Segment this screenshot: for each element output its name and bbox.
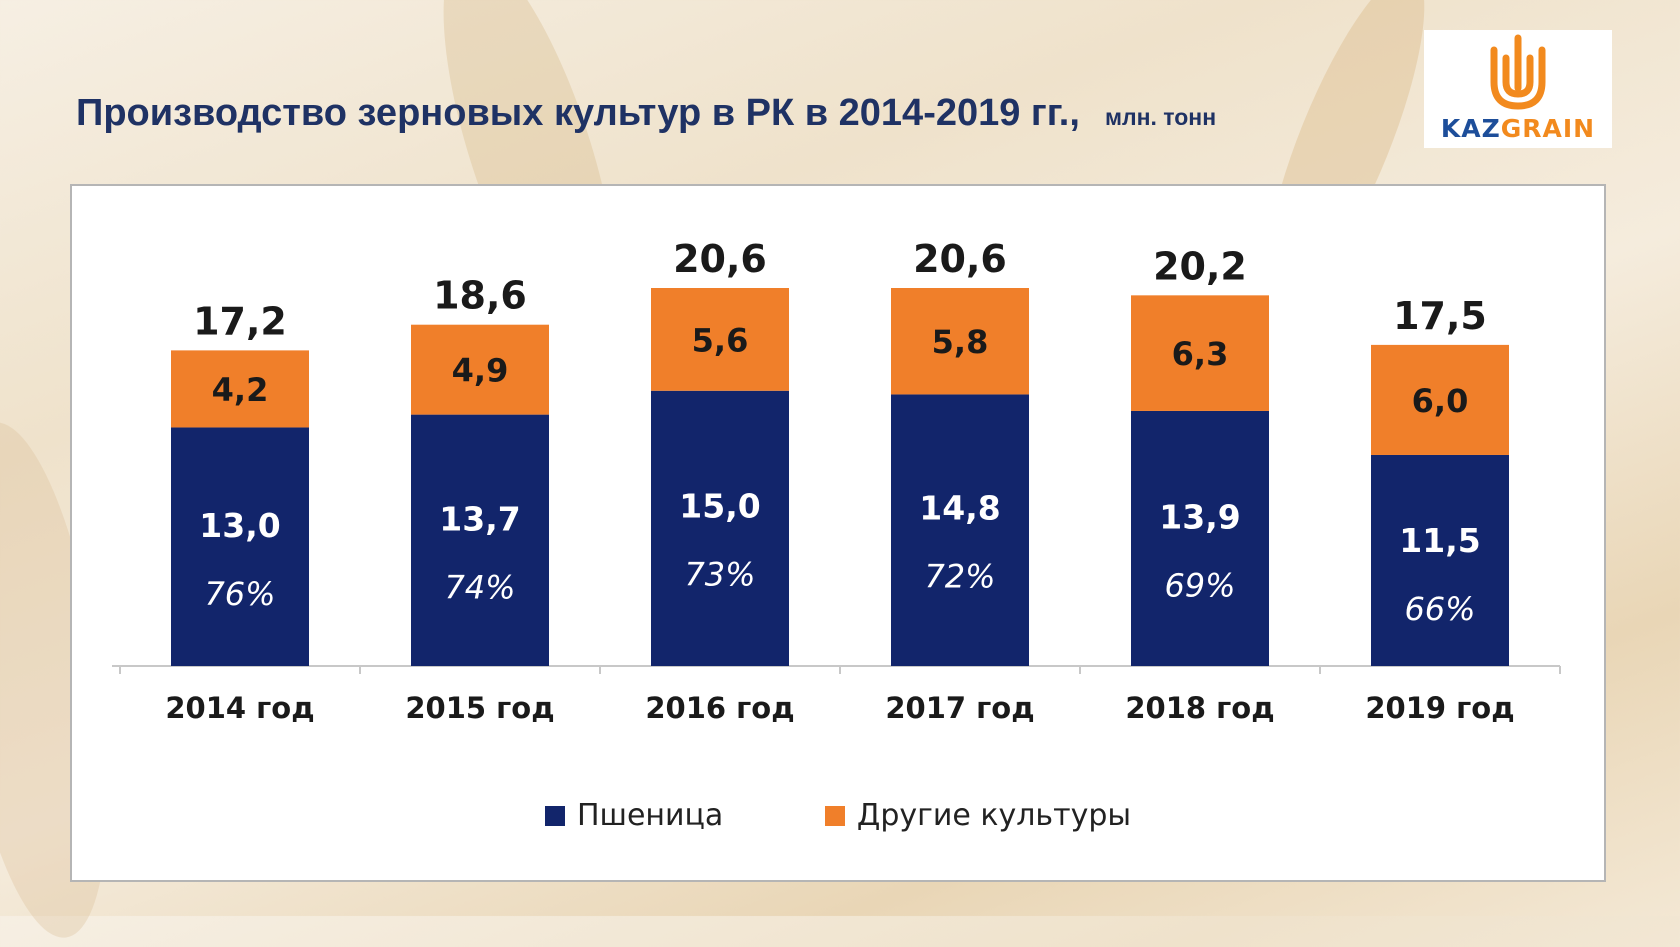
logo-text-kaz: KAZ (1440, 114, 1501, 143)
x-axis-category-label: 2014 год (165, 691, 314, 725)
page-header: Производство зерновых культур в РК в 201… (76, 92, 1216, 135)
data-label-other: 6,3 (1172, 335, 1229, 373)
data-label-wheat: 14,8 (919, 488, 1000, 527)
data-label-total: 20,2 (1153, 244, 1247, 288)
data-label-wheat-share: 73% (684, 555, 755, 593)
bar-wheat (651, 390, 789, 666)
bar-other (411, 324, 549, 415)
chart-panel: 13,0 76% 4,2 17,2 2014 год 13,7 74% 4,9 18,6 2015… (70, 184, 1606, 882)
bar-wheat (1131, 410, 1269, 666)
data-label-other: 4,2 (212, 371, 269, 409)
data-label-wheat: 15,0 (679, 486, 760, 525)
data-label-wheat-share: 74% (444, 568, 515, 606)
unit-label: млн. тонн (1105, 104, 1217, 130)
legend-item-wheat: Пшеница (544, 798, 724, 833)
data-label-other: 4,9 (452, 352, 509, 390)
data-label-total: 18,6 (433, 274, 527, 318)
bar-wheat (1371, 454, 1509, 666)
bar-wheat (411, 414, 549, 666)
data-label-wheat-share: 72% (924, 557, 995, 595)
data-label-other: 6,0 (1412, 382, 1469, 420)
data-label-total: 17,2 (193, 299, 287, 343)
data-label-wheat-share: 66% (1404, 590, 1475, 628)
bar-other (891, 288, 1029, 395)
bar-wheat (171, 427, 309, 666)
page-title: Производство зерновых культур в РК в 201… (76, 92, 1080, 134)
legend-item-other: Другие культуры (824, 798, 1132, 833)
bar-other (171, 350, 309, 428)
data-label-wheat: 13,9 (1159, 497, 1240, 536)
legend-label-other: Другие культуры (856, 798, 1132, 833)
bar-other (1371, 344, 1509, 455)
data-label-other: 5,6 (692, 321, 749, 359)
data-label-total: 17,5 (1393, 294, 1487, 338)
kazgrain-logo: KAZGRAIN (1424, 30, 1612, 148)
bar-other (1131, 295, 1269, 411)
wheat-logo-icon (1490, 34, 1546, 110)
data-label-wheat: 13,7 (439, 499, 520, 538)
legend-swatch-other (824, 805, 845, 826)
logo-text: KAZGRAIN (1424, 114, 1612, 143)
stacked-bar-chart: 13,0 76% 4,2 17,2 2014 год 13,7 74% 4,9 18,6 2015… (112, 237, 1561, 725)
bar-other (651, 288, 789, 391)
data-label-wheat-share: 76% (204, 575, 275, 613)
x-axis-category-label: 2017 год (885, 691, 1034, 725)
legend-label-wheat: Пшеница (576, 798, 724, 833)
x-axis-category-label: 2018 год (1125, 691, 1274, 725)
chart-legend: Пшеница Другие культуры (72, 798, 1604, 834)
data-label-total: 20,6 (673, 237, 767, 281)
x-axis-category-label: 2019 год (1365, 691, 1514, 725)
data-label-other: 5,8 (932, 323, 989, 361)
data-label-wheat: 11,5 (1399, 521, 1480, 560)
bar-wheat (891, 394, 1029, 666)
x-axis-category-label: 2015 год (405, 691, 554, 725)
legend-swatch-wheat (544, 805, 565, 826)
logo-text-grain: GRAIN (1500, 114, 1596, 143)
data-label-total: 20,6 (913, 237, 1007, 281)
x-axis-category-label: 2016 год (645, 691, 794, 725)
data-label-wheat: 13,0 (199, 506, 280, 545)
data-label-wheat-share: 69% (1164, 566, 1235, 604)
